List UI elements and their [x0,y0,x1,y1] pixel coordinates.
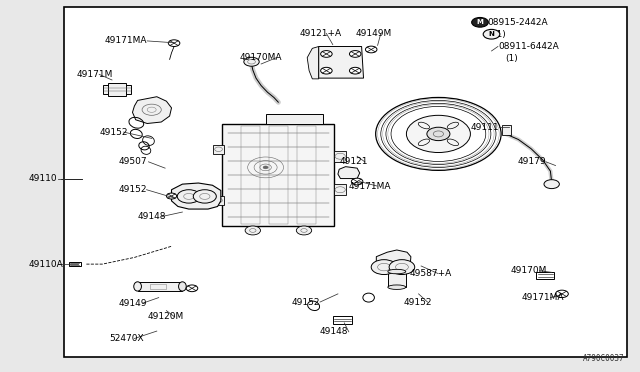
Text: 49171MA: 49171MA [349,182,391,190]
Ellipse shape [179,282,186,291]
Text: 49152: 49152 [403,298,432,307]
Polygon shape [307,46,319,79]
Circle shape [321,51,332,57]
Bar [334,184,346,195]
Circle shape [556,290,568,298]
Text: 49170M: 49170M [511,266,547,275]
Circle shape [349,51,361,57]
Circle shape [427,127,450,141]
Text: 49121+A: 49121+A [300,29,342,38]
Polygon shape [132,97,172,124]
Polygon shape [319,46,364,78]
Bar [536,272,554,279]
Ellipse shape [134,282,141,291]
Text: 49111: 49111 [470,123,499,132]
Text: N: N [488,31,495,37]
Ellipse shape [419,139,429,145]
Text: 49152: 49152 [118,185,147,194]
Ellipse shape [419,122,429,129]
Polygon shape [172,183,221,209]
Text: 49121: 49121 [339,157,368,166]
Circle shape [483,29,500,39]
Text: 52470X: 52470X [109,334,143,343]
Bar [502,125,511,135]
Text: 49171MA: 49171MA [105,36,147,45]
Bar [69,262,81,266]
Circle shape [168,40,180,46]
Circle shape [351,178,363,185]
Bar [334,151,346,162]
Text: (1): (1) [493,30,506,39]
Text: 49149M: 49149M [355,29,392,38]
Text: M: M [477,19,483,25]
Circle shape [186,285,198,292]
Ellipse shape [447,139,458,145]
Circle shape [472,17,488,27]
Text: 49179: 49179 [517,157,546,166]
Text: 49148: 49148 [138,212,166,221]
Text: 08915-2442A: 08915-2442A [488,18,548,27]
Text: 49587+A: 49587+A [410,269,452,278]
Text: 49149: 49149 [118,299,147,308]
Ellipse shape [447,122,458,129]
Text: 08911-6442A: 08911-6442A [498,42,559,51]
Bar [241,126,260,224]
Circle shape [166,193,177,199]
Circle shape [321,67,332,74]
Bar [297,126,316,224]
Circle shape [263,166,268,169]
Text: 49110: 49110 [29,174,58,183]
Polygon shape [338,167,360,179]
Circle shape [371,260,397,275]
Text: 49110A: 49110A [29,260,63,269]
Bar [108,83,126,96]
Bar [212,196,225,205]
Circle shape [244,57,259,66]
Bar [223,124,334,226]
Polygon shape [376,250,411,272]
Circle shape [349,67,361,74]
Bar [388,272,406,287]
Circle shape [193,190,216,203]
Text: (1): (1) [506,54,518,63]
Ellipse shape [388,269,406,274]
Text: 49170MA: 49170MA [240,53,282,62]
Circle shape [406,115,470,153]
Text: 49148: 49148 [320,327,349,336]
Text: A790C0037: A790C0037 [582,354,624,363]
Circle shape [296,226,312,235]
Circle shape [365,46,377,53]
Text: 49152: 49152 [99,128,128,137]
Circle shape [389,260,415,275]
Bar [333,316,352,324]
Bar [150,284,166,289]
Circle shape [177,190,200,203]
Bar [269,126,288,224]
Text: 49507: 49507 [118,157,147,166]
Circle shape [245,226,260,235]
Ellipse shape [388,285,406,289]
Text: 49152: 49152 [291,298,320,307]
Text: 49171M: 49171M [77,70,113,79]
Bar [138,282,182,291]
Bar [103,85,131,94]
Text: 49171MA: 49171MA [522,293,564,302]
Bar [64,7,627,357]
Circle shape [544,180,559,189]
Bar [266,115,323,124]
Bar [212,145,225,154]
Text: 49120M: 49120M [147,312,184,321]
